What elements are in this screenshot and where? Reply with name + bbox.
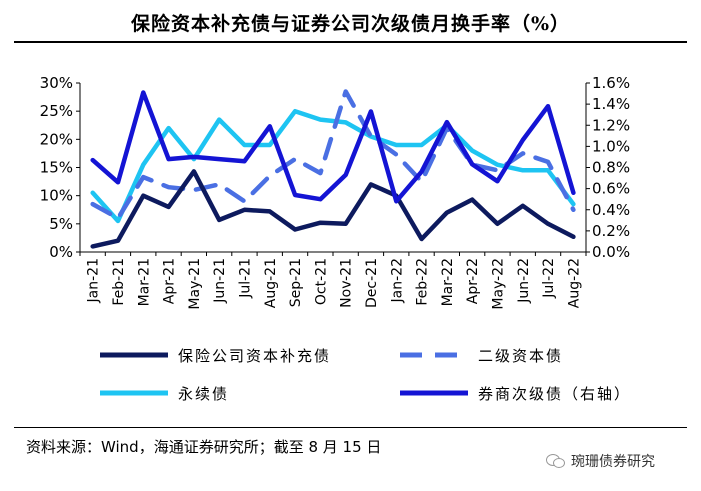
x-tick-label: Nov-21 [339, 258, 355, 308]
title-rule [14, 41, 687, 43]
legend-label: 保险公司资本补充债 [178, 347, 331, 365]
x-tick-label: Jan-22 [389, 258, 405, 303]
right-tick-label: 0.0% [592, 243, 630, 261]
left-tick-label: 25% [40, 102, 73, 120]
x-tick-label: May-21 [187, 258, 203, 310]
x-tick-label: Mar-21 [136, 258, 152, 306]
x-tick-label: Dec-21 [364, 258, 380, 308]
x-tick-label: Jul-21 [237, 258, 253, 299]
left-tick-label: 30% [40, 74, 73, 92]
chart-title: 保险资本补充债与证券公司次级债月换手率（%） [130, 13, 571, 35]
right-tick-label: 1.0% [592, 137, 630, 155]
watermark-text: 琬珊债券研究 [571, 454, 655, 470]
series-line-3 [90, 90, 576, 204]
wechat-icon [546, 452, 566, 470]
right-tick-label: 0.2% [592, 222, 630, 240]
x-tick-label: Mar-22 [440, 258, 456, 306]
right-tick-label: 0.6% [592, 180, 630, 198]
series-line-0 [90, 169, 576, 249]
right-tick-label: 1.4% [592, 95, 630, 113]
series-line-2 [90, 108, 576, 224]
left-tick-label: 0% [49, 243, 73, 261]
right-tick-label: 0.8% [592, 159, 630, 177]
legend-label: 二级资本债 [478, 347, 563, 365]
left-tick-label: 15% [40, 159, 73, 177]
x-tick-label: Feb-21 [111, 258, 127, 306]
x-tick-label: Apr-21 [162, 258, 178, 304]
source-rule [14, 427, 687, 428]
x-tick-label: Aug-22 [566, 258, 582, 308]
x-tick-label: Jul-22 [541, 258, 557, 299]
left-tick-label: 20% [40, 130, 73, 148]
right-tick-label: 1.6% [592, 74, 630, 92]
x-tick-label: Sep-21 [288, 258, 304, 307]
legend-label: 券商次级债（右轴） [478, 385, 631, 403]
legend-label: 永续债 [178, 385, 229, 403]
x-tick-label: May-22 [490, 258, 506, 310]
line-chart: 0% 5% 10% 15% 20% 25% 30% 0.0% 0.2% 0.4% 0.6% 0.8% 1… [40, 74, 631, 403]
left-tick-label: 5% [49, 215, 73, 233]
source-note: 资料来源：Wind，海通证券研究所；截至 8 月 15 日 [26, 438, 382, 456]
x-tick-label: Feb-22 [415, 258, 431, 306]
x-tick-label: Oct-21 [313, 258, 329, 305]
left-tick-label: 10% [40, 187, 73, 205]
x-tick-label: Jun-21 [212, 258, 228, 304]
x-tick-label: Jun-22 [516, 258, 532, 304]
watermark: 琬珊债券研究 [546, 451, 655, 471]
x-tick-label: Aug-21 [263, 258, 279, 308]
right-tick-label: 0.4% [592, 201, 630, 219]
x-tick-label: Jan-21 [86, 258, 102, 303]
right-tick-label: 1.2% [592, 116, 630, 134]
series-line-1 [90, 89, 576, 221]
x-tick-label: Apr-22 [465, 258, 481, 304]
